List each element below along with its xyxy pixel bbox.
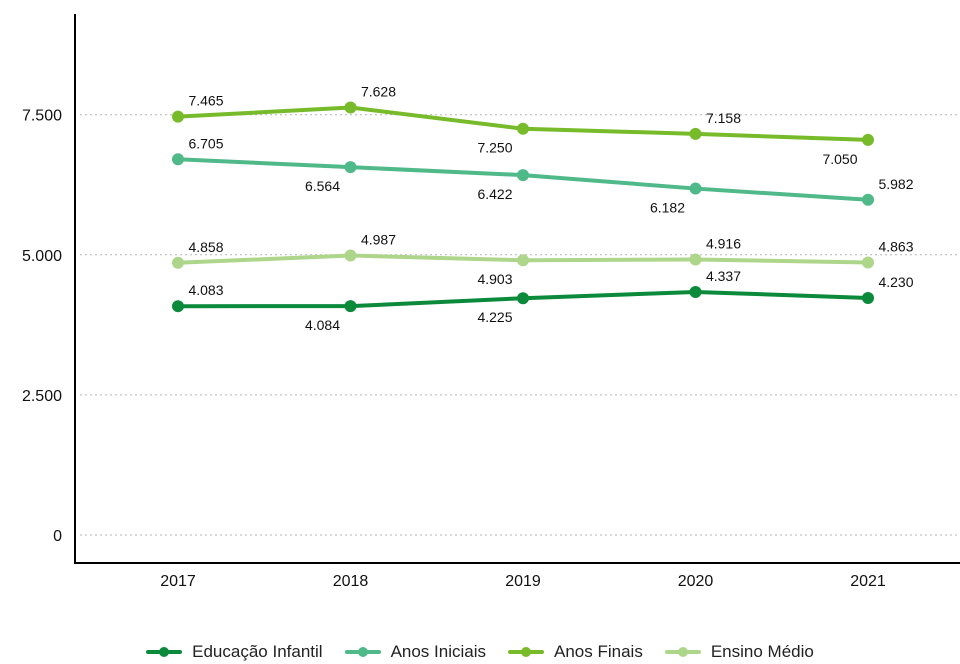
data-point [172, 110, 184, 123]
data-point [517, 254, 529, 267]
data-label: 4.337 [706, 268, 741, 284]
y-tick-label: 5.000 [22, 248, 62, 265]
legend-swatch [664, 647, 701, 657]
series [172, 285, 874, 313]
x-tick-labels: 2017 2018 2019 2020 2021 [160, 573, 886, 590]
data-label: 7.050 [822, 151, 857, 167]
data-label: 4.225 [477, 309, 512, 325]
y-tick-labels: 0 2.500 5.000 7.500 [22, 108, 62, 545]
data-point [172, 153, 184, 166]
data-point [517, 292, 529, 305]
data-point [689, 127, 702, 140]
data-label: 4.230 [878, 274, 913, 290]
data-point [689, 182, 702, 195]
x-tick-label: 2019 [505, 573, 541, 590]
data-point [862, 291, 874, 304]
series [172, 249, 874, 269]
data-point [517, 169, 529, 182]
data-point [344, 249, 357, 262]
data-label: 6.564 [305, 178, 340, 194]
legend-swatch [508, 647, 544, 657]
data-point [517, 122, 529, 135]
legend-label: Anos Iniciais [390, 642, 486, 661]
data-point [344, 101, 357, 114]
chart-legend: Educação Infantil Anos Iniciais Anos Finai… [0, 640, 960, 664]
data-label: 4.903 [477, 271, 512, 287]
data-label: 6.705 [188, 135, 223, 151]
data-label: 4.916 [706, 236, 741, 252]
data-point [689, 285, 702, 298]
data-label: 6.182 [650, 200, 685, 216]
legend-item: Anos Iniciais [344, 642, 486, 662]
data-point [172, 300, 184, 313]
legend-item: Anos Finais [508, 642, 643, 662]
legend-label: Educação Infantil [192, 642, 323, 661]
data-point [689, 253, 702, 266]
y-tick-label: 7.500 [22, 108, 62, 125]
data-label: 7.628 [361, 84, 396, 100]
x-tick-label: 2020 [678, 573, 714, 590]
x-tick-label: 2018 [333, 573, 369, 590]
y-tick-label: 0 [53, 528, 62, 545]
x-tick-label: 2021 [850, 573, 886, 590]
axes [74, 14, 960, 564]
data-label: 7.465 [188, 93, 223, 109]
data-label: 7.250 [477, 140, 512, 156]
x-tick-label: 2017 [160, 573, 196, 590]
series [172, 153, 874, 206]
data-label: 4.863 [878, 238, 913, 254]
legend-item: Educação Infantil [146, 642, 323, 662]
data-point [344, 300, 357, 313]
data-point [344, 161, 357, 174]
legend-swatch [344, 647, 381, 657]
data-point [862, 256, 874, 269]
legend-item: Ensino Médio [664, 642, 814, 662]
series-lines [172, 101, 874, 313]
series [172, 101, 874, 146]
data-point [862, 133, 874, 146]
legend-label: Ensino Médio [710, 642, 814, 661]
data-label: 6.422 [477, 186, 512, 202]
data-label: 4.987 [361, 232, 396, 248]
data-labels: 4.083 4.084 4.225 4.337 4.230 6.705 6.564 6.422… [188, 84, 913, 334]
data-label: 4.084 [305, 317, 340, 333]
data-label: 7.158 [706, 110, 741, 126]
y-tick-label: 2.500 [22, 388, 62, 405]
data-point [172, 256, 184, 269]
data-label: 4.083 [188, 282, 223, 298]
data-label: 5.982 [878, 176, 913, 192]
legend-label: Anos Finais [554, 642, 643, 661]
data-label: 4.858 [188, 239, 223, 255]
legend-swatch [146, 647, 183, 657]
data-point [862, 193, 874, 206]
